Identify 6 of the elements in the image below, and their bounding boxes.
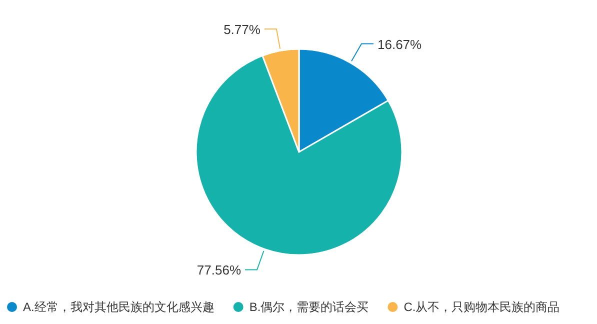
data-label: 77.56% bbox=[196, 262, 242, 278]
legend-label: B.偶尔，需要的话会买 bbox=[249, 300, 369, 314]
legend-label: A.经常，我对其他民族的文化感兴趣 bbox=[23, 300, 214, 314]
data-label: 16.67% bbox=[378, 36, 422, 52]
legend-label: C.从不，只购物本民族的商品 bbox=[404, 300, 560, 314]
data-label: 5.77% bbox=[224, 22, 261, 38]
